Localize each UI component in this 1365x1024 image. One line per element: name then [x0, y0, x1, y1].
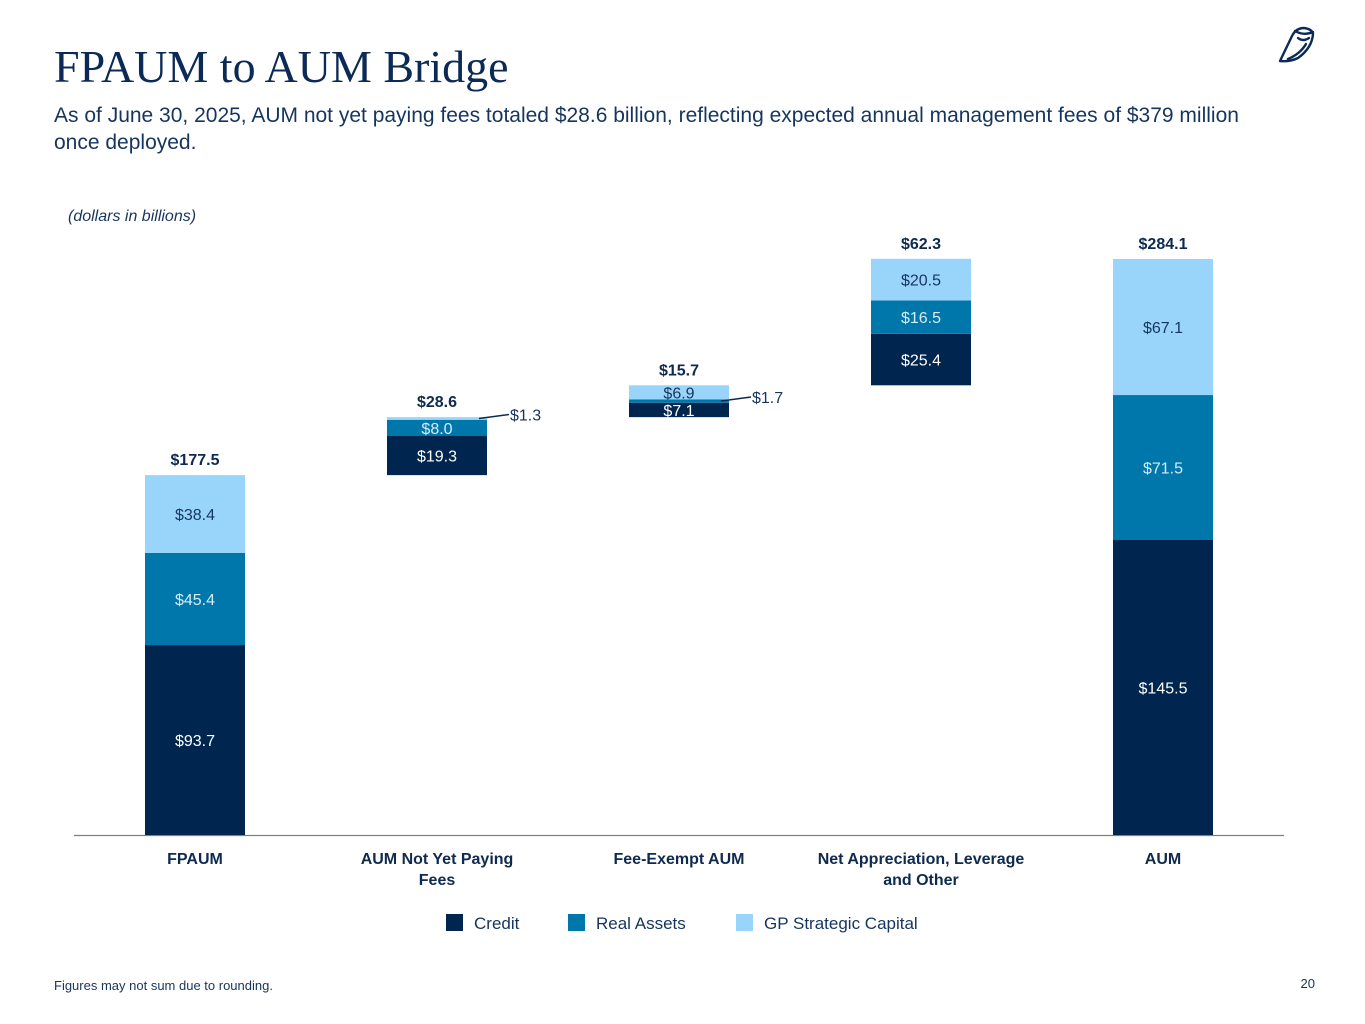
- data-label: $7.1: [663, 403, 694, 420]
- bar-segment-gp-strategic-capital: [871, 258, 971, 301]
- footnote: Figures may not sum due to rounding.: [54, 978, 273, 993]
- category-label: AUM: [1145, 851, 1181, 868]
- total-label: $284.1: [1139, 236, 1188, 253]
- legend-swatch: [568, 914, 585, 931]
- bar-segment-real-assets: [145, 552, 245, 646]
- total-label: $15.7: [659, 362, 699, 379]
- data-label: $1.3: [510, 407, 541, 424]
- data-label: $20.5: [901, 273, 941, 290]
- units-note: (dollars in billions): [68, 208, 197, 225]
- category-label: FPAUM: [167, 851, 223, 868]
- callout-line: [478, 413, 510, 420]
- page-subtitle: As of June 30, 2025, AUM not yet paying …: [54, 104, 1239, 154]
- data-label: $71.5: [1143, 461, 1183, 478]
- bar-segment-real-assets: [1113, 395, 1213, 541]
- data-label: $67.1: [1143, 320, 1183, 337]
- bar-segment-gp-strategic-capital: [629, 385, 729, 400]
- bar-segment-gp-strategic-capital: [387, 417, 487, 420]
- category-label: Fee-Exempt AUM: [614, 851, 745, 868]
- bar-segment-credit: [387, 435, 487, 476]
- data-label: $25.4: [901, 353, 941, 370]
- bar-segment-real-assets: [387, 419, 487, 436]
- legend-swatch: [736, 914, 753, 931]
- bar-segment-real-assets: [871, 300, 971, 334]
- legend-swatch: [446, 914, 463, 931]
- callout-line: [720, 396, 752, 402]
- owl-logo-icon: [1278, 26, 1315, 63]
- total-label: $28.6: [417, 394, 457, 411]
- data-label: $6.9: [663, 385, 694, 402]
- legend-label: Real Assets: [596, 914, 686, 933]
- data-label: $1.7: [752, 390, 783, 407]
- data-label: $16.5: [901, 310, 941, 327]
- category-label: AUM Not Yet Paying: [361, 851, 514, 868]
- category-label: Net Appreciation, Leverage: [818, 851, 1025, 868]
- data-label: $145.5: [1139, 681, 1188, 698]
- total-label: $177.5: [171, 452, 220, 469]
- data-label: $93.7: [175, 733, 215, 750]
- bar-segment-real-assets: [629, 399, 729, 403]
- data-label: $19.3: [417, 449, 457, 466]
- legend-label: Credit: [474, 914, 520, 933]
- bar-segment-gp-strategic-capital: [145, 475, 245, 553]
- page-title: FPAUM to AUM Bridge: [54, 41, 509, 92]
- data-label: $8.0: [421, 421, 452, 438]
- category-label: and Other: [883, 872, 959, 889]
- data-label: $38.4: [175, 507, 215, 524]
- page-number: 20: [1300, 976, 1315, 991]
- bar-segment-credit: [145, 645, 245, 835]
- category-label: Fees: [419, 872, 456, 889]
- bar-segment-credit: [629, 402, 729, 418]
- legend-label: GP Strategic Capital: [764, 914, 918, 933]
- bar-segment-credit: [1113, 540, 1213, 835]
- bar-segment-gp-strategic-capital: [1113, 259, 1213, 396]
- data-label: $45.4: [175, 592, 215, 609]
- total-label: $62.3: [901, 236, 941, 253]
- bar-segment-credit: [871, 333, 971, 386]
